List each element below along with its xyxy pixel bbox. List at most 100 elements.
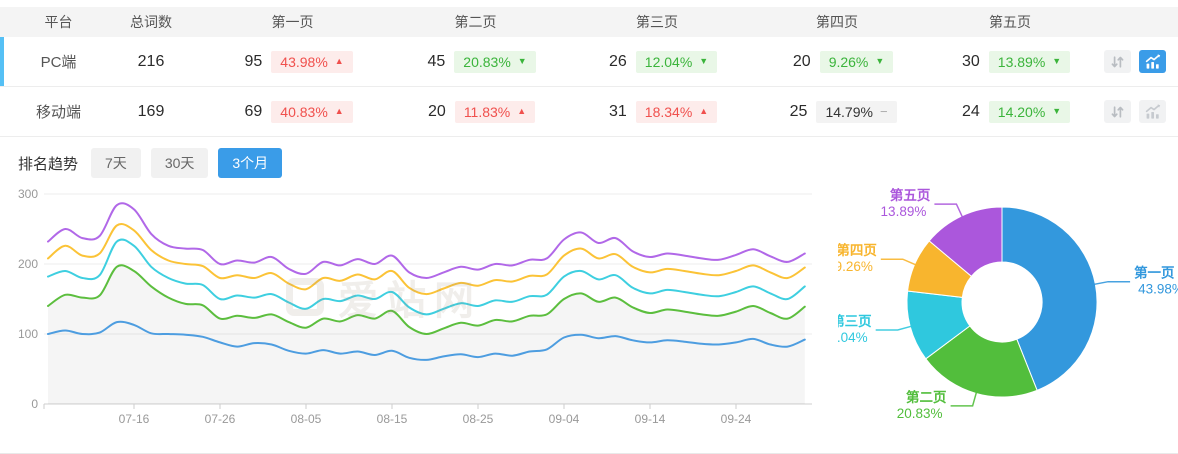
donut-label-value-第一页: 43.98% xyxy=(1138,282,1178,297)
page3-cell: 31 18.34% ▲ xyxy=(567,100,747,123)
line-series-第一页 xyxy=(47,320,806,361)
tab-3个月[interactable]: 3个月 xyxy=(218,148,283,178)
page-count: 69 xyxy=(244,102,263,120)
svg-text:0: 0 xyxy=(31,397,38,411)
sort-arrows-icon xyxy=(1111,105,1124,118)
col-header-page2: 第二页 xyxy=(454,14,497,30)
page-count: 26 xyxy=(609,52,627,70)
donut-label-name-第三页: 第三页 xyxy=(838,313,872,329)
line-series-累计至第五页 xyxy=(47,202,806,279)
change-badge: 18.34% ▲ xyxy=(635,100,718,123)
tab-7天[interactable]: 7天 xyxy=(91,148,141,178)
line-series-累计至第三页 xyxy=(47,238,806,316)
change-badge: 13.89% ▼ xyxy=(988,50,1071,73)
table-body: PC端 216 95 43.98% ▲ 45 20.83% ▼ 26 12.04% ▼ 20 9.26%… xyxy=(0,37,1178,137)
page-count: 31 xyxy=(609,102,627,120)
rank-trend-line-chart: 0 100 200 300 07-16 07-26 08-05 08-15 08-25 09-04… xyxy=(0,182,838,434)
table-row-PC端[interactable]: PC端 216 95 43.98% ▲ 45 20.83% ▼ 26 12.04% ▼ 20 9.26%… xyxy=(0,37,1178,87)
trend-down-icon: ▼ xyxy=(1052,56,1062,66)
change-percent: 43.98% xyxy=(280,53,328,70)
change-badge: 12.04% ▼ xyxy=(635,50,718,73)
trend-range-tabs: 7天 30天 3个月 xyxy=(91,148,283,178)
donut-label-name-第一页: 第一页 xyxy=(1134,265,1175,281)
change-percent: 18.34% xyxy=(644,103,693,120)
donut-label-line-第三页 xyxy=(875,325,912,331)
col-header-page1: 第一页 xyxy=(271,14,314,30)
col-header-page4: 第四页 xyxy=(816,14,858,30)
selected-row-indicator xyxy=(0,37,4,86)
svg-text:09-24: 09-24 xyxy=(721,412,752,426)
donut-label-value-第三页: 12.04% xyxy=(838,330,868,345)
change-badge: 14.20% ▼ xyxy=(988,100,1071,123)
page-count: 20 xyxy=(792,52,811,70)
tab-30天[interactable]: 30天 xyxy=(150,148,209,178)
page3-cell: 26 12.04% ▼ xyxy=(567,50,747,73)
trend-up-icon: ▲ xyxy=(517,106,527,116)
change-percent: 14.20% xyxy=(997,103,1046,120)
total-words-cell: 216 xyxy=(137,52,165,70)
charts-area: 0 100 200 300 07-16 07-26 08-05 08-15 08-25 09-04… xyxy=(0,182,1178,434)
trend-up-icon: ▲ xyxy=(334,106,344,116)
change-percent: 13.89% xyxy=(997,53,1046,70)
page4-cell: 20 9.26% ▼ xyxy=(747,50,927,73)
donut-slice-第五页[interactable] xyxy=(928,206,1003,278)
col-header-page5: 第五页 xyxy=(989,14,1031,30)
col-header-total: 总词数 xyxy=(130,14,172,30)
trend-chart-button[interactable] xyxy=(1139,50,1166,73)
trend-up-icon: ▲ xyxy=(699,106,709,116)
line-series-第一页+第二页 xyxy=(47,264,806,335)
col-header-page3: 第三页 xyxy=(636,14,678,30)
page2-cell: 45 20.83% ▼ xyxy=(384,50,567,73)
svg-text:08-15: 08-15 xyxy=(377,412,408,426)
donut-label-line-第一页 xyxy=(1094,280,1131,286)
trend-flat-icon: − xyxy=(879,104,888,119)
donut-label-value-第四页: 9.26% xyxy=(838,259,873,274)
svg-text:09-14: 09-14 xyxy=(635,412,666,426)
change-percent: 40.83% xyxy=(280,103,328,120)
rank-trend-line-chart-svg: 0 100 200 300 07-16 07-26 08-05 08-15 08-25 09-04… xyxy=(18,187,812,426)
donut-label-line-第四页 xyxy=(880,258,916,266)
donut-label-value-第五页: 13.89% xyxy=(881,204,927,219)
page-count: 30 xyxy=(962,52,980,70)
platform-cell: PC端 xyxy=(40,54,77,71)
sort-button[interactable] xyxy=(1104,100,1131,123)
change-badge: 14.79% − xyxy=(816,100,897,123)
total-words-cell: 169 xyxy=(137,102,165,120)
svg-text:300: 300 xyxy=(18,187,38,201)
donut-slice-第二页[interactable] xyxy=(925,325,1038,398)
trend-section-header: 排名趋势 7天 30天 3个月 xyxy=(0,137,1178,182)
line-series-累计至第四页 xyxy=(47,223,806,296)
table-header: 平台 总词数 第一页 第二页 第三页 第四页 第五页 xyxy=(0,7,1178,37)
platform-cell: 移动端 xyxy=(35,104,81,121)
row-actions xyxy=(1093,50,1178,73)
trend-up-icon: ▲ xyxy=(334,56,344,66)
change-badge: 43.98% ▲ xyxy=(271,50,353,73)
page4-cell: 25 14.79% − xyxy=(747,100,927,123)
change-percent: 9.26% xyxy=(828,53,869,70)
change-percent: 20.83% xyxy=(463,53,511,70)
page1-cell: 69 40.83% ▲ xyxy=(201,100,384,123)
donut-slice-第一页[interactable] xyxy=(1001,206,1098,391)
change-badge: 11.83% ▲ xyxy=(454,100,536,123)
donut-label-line-第二页 xyxy=(950,392,978,407)
trend-chart-icon xyxy=(1145,54,1160,69)
trend-chart-icon xyxy=(1145,104,1160,119)
svg-text:200: 200 xyxy=(18,257,38,271)
trend-section-title: 排名趋势 xyxy=(18,155,79,173)
trend-down-icon: ▼ xyxy=(517,56,527,66)
page2-cell: 20 11.83% ▲ xyxy=(384,100,567,123)
page5-cell: 24 14.20% ▼ xyxy=(927,100,1093,123)
page-count: 25 xyxy=(789,102,808,120)
donut-label-name-第二页: 第二页 xyxy=(906,389,947,405)
svg-text:09-04: 09-04 xyxy=(549,412,580,426)
donut-label-name-第五页: 第五页 xyxy=(890,187,931,203)
page-count: 20 xyxy=(428,102,446,120)
table-row-移动端[interactable]: 移动端 169 69 40.83% ▲ 20 11.83% ▲ 31 18.34% ▲ 25 14.79… xyxy=(0,87,1178,137)
trend-chart-button[interactable] xyxy=(1139,100,1166,123)
sort-button[interactable] xyxy=(1104,50,1131,73)
page-count: 45 xyxy=(427,52,446,70)
sort-arrows-icon xyxy=(1111,55,1124,68)
